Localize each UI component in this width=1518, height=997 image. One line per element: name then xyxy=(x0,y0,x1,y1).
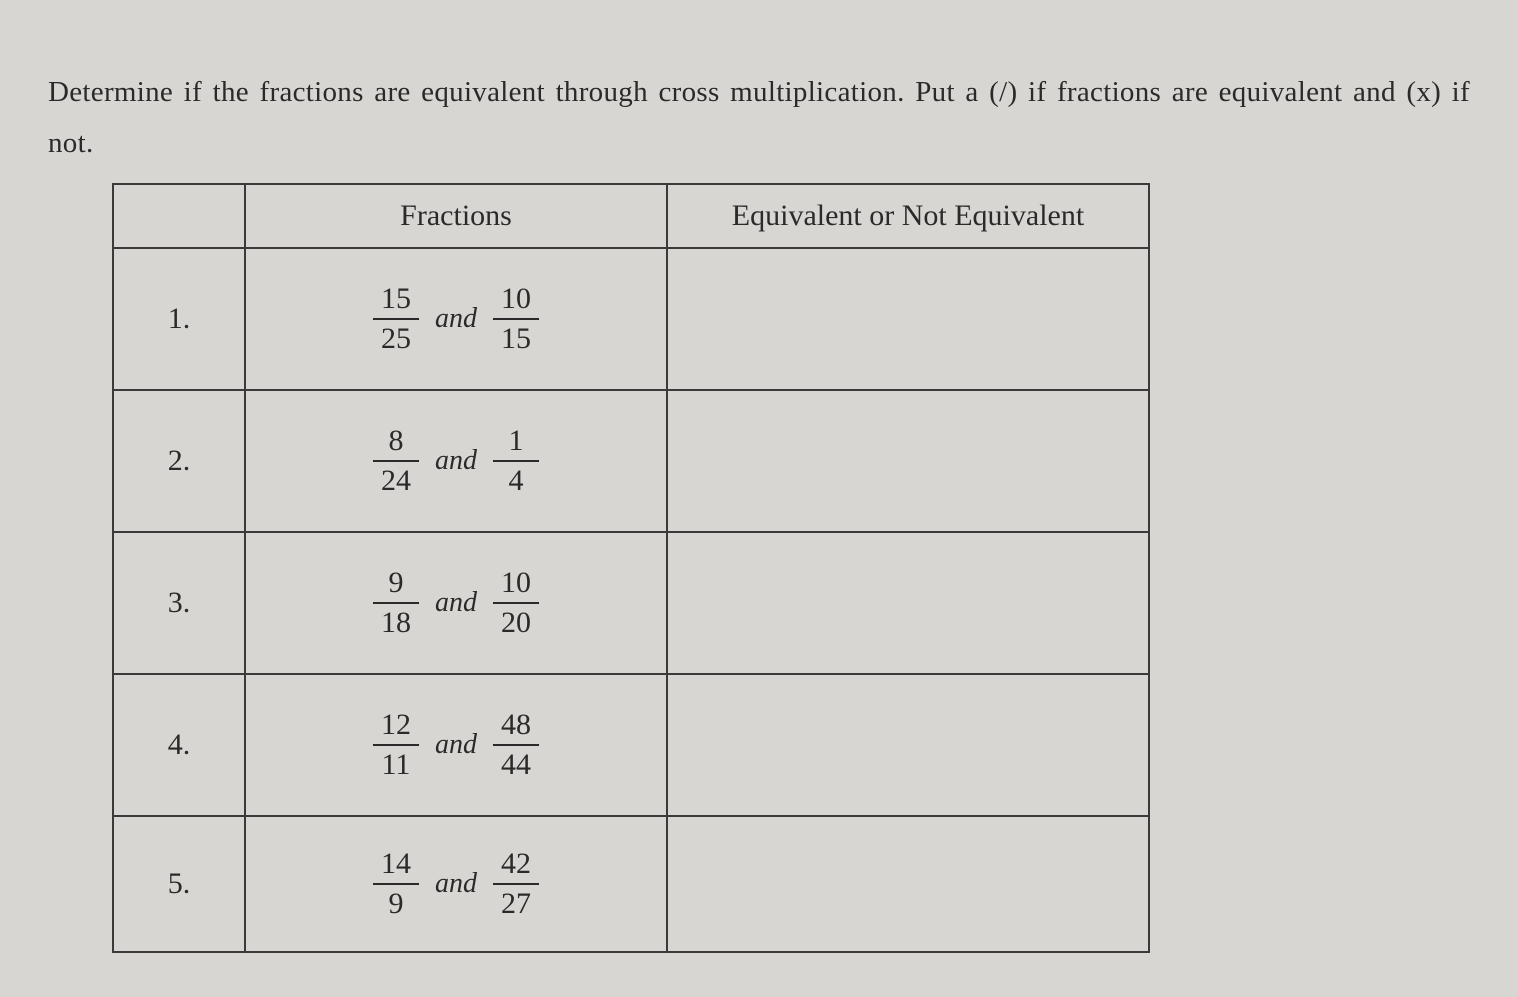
denominator: 25 xyxy=(373,323,419,355)
fractions-cell: 12 11 and 48 44 xyxy=(245,674,667,816)
worksheet-page: Determine if the fractions are equivalen… xyxy=(0,0,1518,953)
table-row: 2. 8 24 and 1 4 xyxy=(113,390,1149,532)
fraction-pair: 14 9 and 42 27 xyxy=(373,848,539,919)
fraction-bar xyxy=(493,883,539,885)
fraction-bar xyxy=(373,744,419,746)
answer-cell[interactable] xyxy=(667,816,1149,952)
fraction-b: 1 4 xyxy=(493,425,539,496)
fraction-a: 14 9 xyxy=(373,848,419,919)
fractions-cell: 15 25 and 10 15 xyxy=(245,248,667,390)
numerator: 9 xyxy=(373,567,419,599)
fraction-bar xyxy=(373,318,419,320)
numerator: 10 xyxy=(493,283,539,315)
table-row: 5. 14 9 and 42 27 xyxy=(113,816,1149,952)
numerator: 15 xyxy=(373,283,419,315)
denominator: 4 xyxy=(493,465,539,497)
fraction-bar xyxy=(493,602,539,604)
numerator: 42 xyxy=(493,848,539,880)
numerator: 8 xyxy=(373,425,419,457)
row-number: 2. xyxy=(113,390,245,532)
fraction-pair: 9 18 and 10 20 xyxy=(373,567,539,638)
and-text: and xyxy=(433,729,479,761)
and-text: and xyxy=(433,868,479,900)
numerator: 10 xyxy=(493,567,539,599)
denominator: 27 xyxy=(493,888,539,920)
denominator: 44 xyxy=(493,749,539,781)
table-row: 3. 9 18 and 10 20 xyxy=(113,532,1149,674)
fraction-a: 15 25 xyxy=(373,283,419,354)
denominator: 9 xyxy=(373,888,419,920)
denominator: 18 xyxy=(373,607,419,639)
fraction-bar xyxy=(493,744,539,746)
header-number xyxy=(113,184,245,248)
denominator: 20 xyxy=(493,607,539,639)
fraction-pair: 15 25 and 10 15 xyxy=(373,283,539,354)
fraction-bar xyxy=(373,460,419,462)
fraction-pair: 8 24 and 1 4 xyxy=(373,425,539,496)
and-text: and xyxy=(433,303,479,335)
row-number: 4. xyxy=(113,674,245,816)
fraction-bar xyxy=(373,883,419,885)
header-equivalent: Equivalent or Not Equivalent xyxy=(667,184,1149,248)
fractions-cell: 9 18 and 10 20 xyxy=(245,532,667,674)
fraction-a: 12 11 xyxy=(373,709,419,780)
fraction-bar xyxy=(373,602,419,604)
fraction-b: 10 20 xyxy=(493,567,539,638)
answer-cell[interactable] xyxy=(667,674,1149,816)
denominator: 24 xyxy=(373,465,419,497)
and-text: and xyxy=(433,587,479,619)
instructions-text: Determine if the fractions are equivalen… xyxy=(48,67,1470,169)
numerator: 1 xyxy=(493,425,539,457)
fraction-bar xyxy=(493,318,539,320)
fractions-table: Fractions Equivalent or Not Equivalent 1… xyxy=(112,183,1150,953)
row-number: 3. xyxy=(113,532,245,674)
fraction-bar xyxy=(493,460,539,462)
fraction-pair: 12 11 and 48 44 xyxy=(373,709,539,780)
header-row: Fractions Equivalent or Not Equivalent xyxy=(113,184,1149,248)
numerator: 14 xyxy=(373,848,419,880)
table-row: 1. 15 25 and 10 15 xyxy=(113,248,1149,390)
fraction-a: 8 24 xyxy=(373,425,419,496)
fraction-a: 9 18 xyxy=(373,567,419,638)
numerator: 48 xyxy=(493,709,539,741)
and-text: and xyxy=(433,445,479,477)
answer-cell[interactable] xyxy=(667,532,1149,674)
fraction-b: 48 44 xyxy=(493,709,539,780)
fractions-cell: 8 24 and 1 4 xyxy=(245,390,667,532)
header-fractions: Fractions xyxy=(245,184,667,248)
row-number: 1. xyxy=(113,248,245,390)
table-row: 4. 12 11 and 48 44 xyxy=(113,674,1149,816)
fractions-cell: 14 9 and 42 27 xyxy=(245,816,667,952)
table-container: Fractions Equivalent or Not Equivalent 1… xyxy=(112,183,1470,953)
denominator: 11 xyxy=(373,749,419,781)
fraction-b: 10 15 xyxy=(493,283,539,354)
fraction-b: 42 27 xyxy=(493,848,539,919)
answer-cell[interactable] xyxy=(667,248,1149,390)
numerator: 12 xyxy=(373,709,419,741)
row-number: 5. xyxy=(113,816,245,952)
answer-cell[interactable] xyxy=(667,390,1149,532)
denominator: 15 xyxy=(493,323,539,355)
